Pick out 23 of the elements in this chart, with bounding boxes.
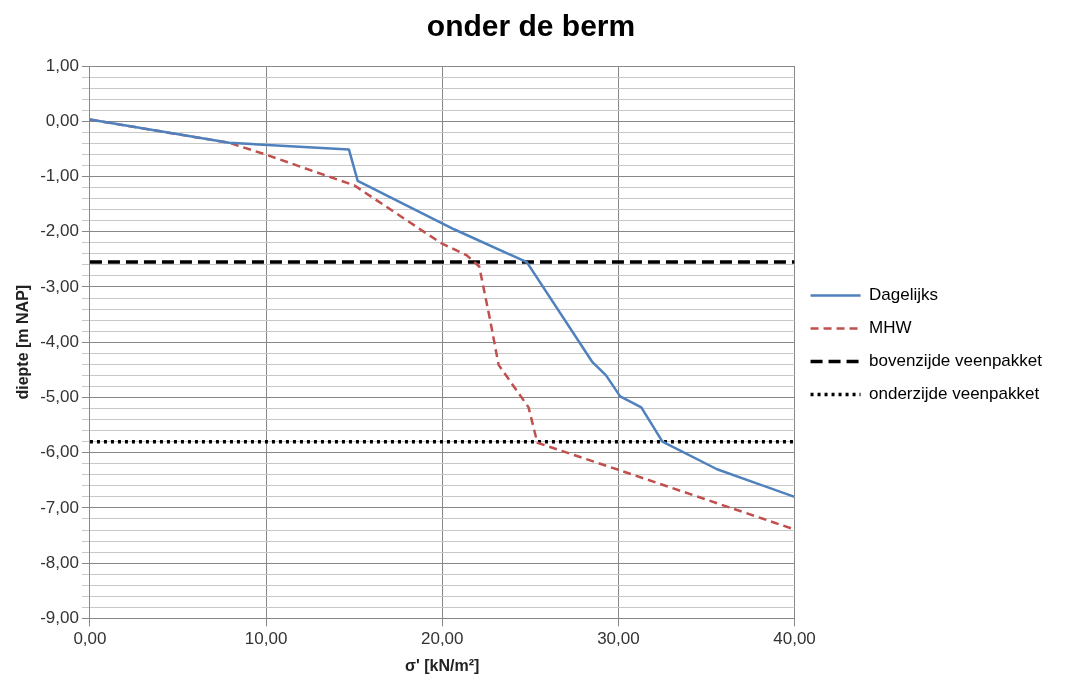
legend-label: MHW	[869, 318, 912, 338]
y-tick-label: -1,00	[40, 166, 79, 186]
legend-label: Dagelijks	[869, 285, 939, 305]
y-axis-title: diepte [m NAP]	[14, 284, 32, 400]
y-tick-label: -4,00	[40, 331, 79, 351]
y-tick-label: 0,00	[45, 110, 79, 130]
y-tick-label: -3,00	[40, 276, 79, 296]
x-tick-label: 0,00	[73, 629, 107, 649]
x-tick-label: 20,00	[420, 629, 464, 649]
y-tick-label: -8,00	[40, 552, 79, 572]
y-tick-label: -9,00	[40, 608, 79, 628]
legend-label: onderzijde veenpakket	[869, 384, 1040, 404]
y-tick-label: -6,00	[40, 442, 79, 462]
y-tick-label: -2,00	[40, 221, 79, 241]
x-axis-title: σ' [kN/m²]	[405, 656, 480, 674]
y-tick-label: -7,00	[40, 497, 79, 517]
legend-label: bovenzijde veenpakket	[869, 351, 1043, 371]
x-tick-label: 30,00	[597, 629, 640, 649]
y-tick-label: -5,00	[40, 387, 79, 407]
y-tick-label: 1,00	[45, 55, 79, 75]
x-tick-label: 40,00	[773, 629, 816, 649]
x-tick-label: 10,00	[244, 629, 288, 649]
chart-title: onder de berm	[426, 9, 636, 43]
